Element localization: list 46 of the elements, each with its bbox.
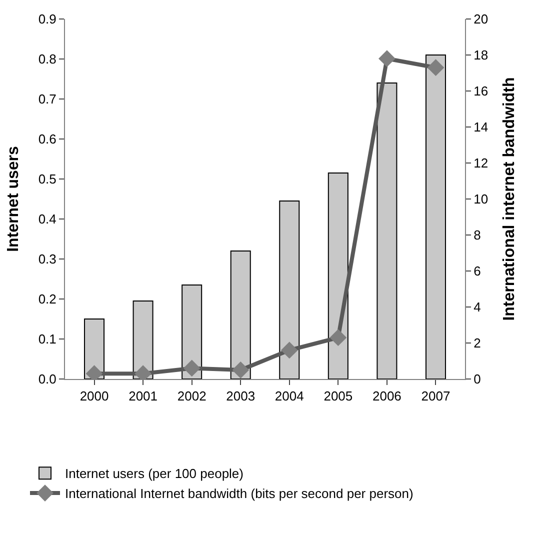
y-tick-label: 0.6 <box>38 132 56 147</box>
x-tick-label: 2007 <box>421 388 450 404</box>
y2-tick-label: 6 <box>474 264 481 279</box>
bar <box>376 82 398 379</box>
bar <box>132 300 154 379</box>
point <box>183 360 200 377</box>
x-tick-label: 2004 <box>274 388 304 404</box>
y-tick-label: 0.3 <box>38 252 56 267</box>
y2-tick-label: 18 <box>474 48 488 63</box>
bar <box>230 250 251 379</box>
y2-tick-label: 8 <box>474 228 481 243</box>
y-tick-label: 0.7 <box>38 92 56 107</box>
x-tick-label: 2005 <box>324 388 353 404</box>
y2-axis-title: International internet bandwidth <box>500 77 518 321</box>
y-tick-label: 0.9 <box>38 12 56 27</box>
point <box>427 59 444 76</box>
y2-tick-label: 2 <box>474 336 481 351</box>
x-tick-label: 2002 <box>177 388 206 404</box>
y2-tick-label: 10 <box>474 192 488 207</box>
y-tick-label: 0.5 <box>38 172 56 187</box>
y-tick-label: 0.1 <box>38 332 56 347</box>
x-tick-label: 2003 <box>226 388 256 404</box>
x-tick-label: 2006 <box>372 388 402 404</box>
y-tick-label: 0.8 <box>38 52 56 67</box>
legend-label: Internet users (per 100 people) <box>65 466 244 482</box>
legend-label: International Internet bandwidth (bits per second per person) <box>65 486 414 502</box>
y2-tick-label: 16 <box>474 84 488 99</box>
bar <box>328 172 348 379</box>
y2-tick-label: 4 <box>474 300 481 315</box>
x-tick-label: 2001 <box>128 388 158 404</box>
y2-tick-label: 14 <box>474 120 488 135</box>
point <box>280 342 298 359</box>
y2-tick-label: 20 <box>474 12 488 27</box>
bar <box>279 200 300 379</box>
x-tick-label: 2000 <box>80 388 109 404</box>
y-axis-title: Internet users <box>5 146 22 252</box>
y2-tick-label: 12 <box>474 156 488 171</box>
y-tick-label: 0.4 <box>38 212 56 227</box>
y2-tick-label: 0 <box>474 372 481 387</box>
bar <box>182 284 202 379</box>
y-tick-label: 0.0 <box>38 372 56 387</box>
bar <box>425 54 446 379</box>
y-tick-label: 0.2 <box>38 292 56 307</box>
point <box>232 362 250 378</box>
point <box>378 50 396 68</box>
point <box>330 329 347 346</box>
